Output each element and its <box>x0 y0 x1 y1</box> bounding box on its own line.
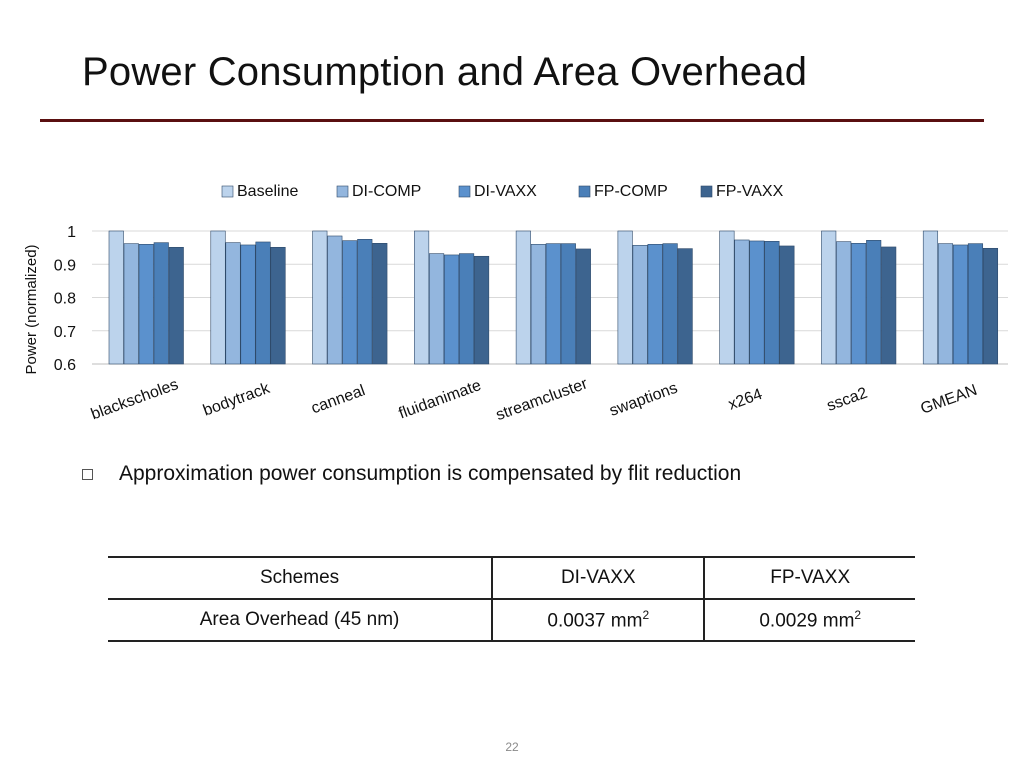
bar-baseline <box>821 230 837 365</box>
table-row: Area Overhead (45 nm) 0.0037 mm2 0.0029 … <box>108 599 915 642</box>
bar-di-comp <box>734 239 750 365</box>
bar-fp-comp <box>255 241 271 365</box>
bar-fp-vaxx <box>982 247 999 365</box>
cell-di-vaxx-value: 0.0037 mm <box>547 610 643 632</box>
bar-di-comp <box>836 241 852 365</box>
x-tick-label: GMEAN <box>918 382 979 418</box>
bar-fp-comp <box>662 243 678 365</box>
table-header-row: Schemes DI-VAXX FP-VAXX <box>108 556 915 600</box>
bar-di-vaxx <box>952 244 969 365</box>
cell-di-vaxx: 0.0037 mm2 <box>491 599 706 642</box>
bar-di-vaxx <box>647 244 663 365</box>
bullet-square-icon <box>82 468 93 480</box>
y-tick-label: 0.9 <box>54 257 76 274</box>
bar-fp-vaxx <box>677 248 693 365</box>
page-number: 22 <box>505 740 519 754</box>
bar-di-vaxx <box>342 240 358 365</box>
bar-fp-comp <box>866 240 882 365</box>
y-tick-label: 0.8 <box>54 291 76 308</box>
bar-fp-vaxx <box>575 248 591 365</box>
cell-fp-vaxx-value: 0.0029 mm <box>759 610 855 632</box>
bar-fp-comp <box>560 243 576 365</box>
bar-baseline <box>515 230 531 365</box>
legend-label: Baseline <box>237 183 298 200</box>
x-tick-label: ssca2 <box>825 385 870 415</box>
bar-fp-vaxx <box>168 246 184 365</box>
bar-di-vaxx <box>444 254 460 365</box>
bar-fp-vaxx <box>779 245 795 365</box>
table-header-di-vaxx: DI-VAXX <box>491 556 706 600</box>
cell-fp-vaxx: 0.0029 mm2 <box>704 599 915 642</box>
bar-fp-vaxx <box>372 243 388 365</box>
bar-di-comp <box>937 243 954 365</box>
bar-di-comp <box>429 253 445 365</box>
bar-baseline <box>312 230 328 365</box>
bar-di-vaxx <box>240 244 256 365</box>
table-header-fp-vaxx: FP-VAXX <box>704 556 915 600</box>
y-axis-label: Power (normalized) <box>23 244 40 374</box>
bar-di-vaxx <box>749 240 765 365</box>
bar-baseline <box>210 230 226 365</box>
bar-fp-comp <box>459 253 475 365</box>
unit-exponent: 2 <box>642 607 650 622</box>
y-tick-label: 0.6 <box>54 357 76 374</box>
bar-di-comp <box>632 244 648 365</box>
bar-fp-comp <box>967 243 984 365</box>
legend-swatch <box>700 185 713 198</box>
legend-swatch <box>221 185 234 198</box>
bar-fp-vaxx <box>270 246 286 365</box>
bar-baseline <box>414 230 430 365</box>
bar-fp-comp <box>357 239 373 365</box>
legend-swatch <box>458 185 471 198</box>
bar-fp-comp <box>153 242 169 365</box>
x-tick-label: canneal <box>309 382 367 417</box>
bar-fp-comp <box>764 241 780 365</box>
bar-baseline <box>922 230 939 365</box>
y-tick-label: 0.7 <box>54 324 76 341</box>
bar-baseline <box>617 230 633 365</box>
bullet-text: Approximation power consumption is compe… <box>119 462 742 485</box>
bar-di-vaxx <box>851 243 867 365</box>
slide-title: Power Consumption and Area Overhead <box>82 50 808 94</box>
title-divider <box>40 119 984 122</box>
bar-di-comp <box>123 243 139 365</box>
legend-label: DI-COMP <box>352 183 421 200</box>
y-tick-label: 1 <box>67 224 76 241</box>
bar-fp-vaxx <box>881 246 897 365</box>
bar-fp-vaxx <box>474 255 490 365</box>
unit-exponent: 2 <box>854 607 862 622</box>
bullet-point: Approximation power consumption is compe… <box>82 462 741 486</box>
legend-swatch <box>336 185 349 198</box>
bar-baseline <box>719 230 735 365</box>
table-header-schemes: Schemes <box>108 556 493 600</box>
bar-di-vaxx <box>138 244 154 365</box>
x-tick-label: swaptions <box>607 380 680 420</box>
x-tick-label: streamcluster <box>494 375 591 424</box>
bar-di-comp <box>530 244 546 365</box>
x-tick-label: blackscholes <box>89 376 181 423</box>
x-tick-label: fluidanimate <box>397 377 484 423</box>
legend-label: FP-COMP <box>594 183 668 200</box>
x-tick-label: bodytrack <box>201 380 273 420</box>
x-tick-label: x264 <box>726 386 765 414</box>
bar-di-comp <box>225 242 241 365</box>
bar-baseline <box>108 230 124 365</box>
bar-di-comp <box>327 235 343 365</box>
bar-di-vaxx <box>545 243 561 365</box>
row-label: Area Overhead (45 nm) <box>108 599 493 642</box>
power-bar-chart: 0.6 0.7 0.8 0.9 1 Power (normalized) blackscho… <box>23 183 1008 424</box>
area-overhead-table: Schemes DI-VAXX FP-VAXX Area Overhead (4… <box>108 556 915 642</box>
legend-label: DI-VAXX <box>474 183 537 200</box>
legend-label: FP-VAXX <box>716 183 784 200</box>
legend-swatch <box>578 185 591 198</box>
